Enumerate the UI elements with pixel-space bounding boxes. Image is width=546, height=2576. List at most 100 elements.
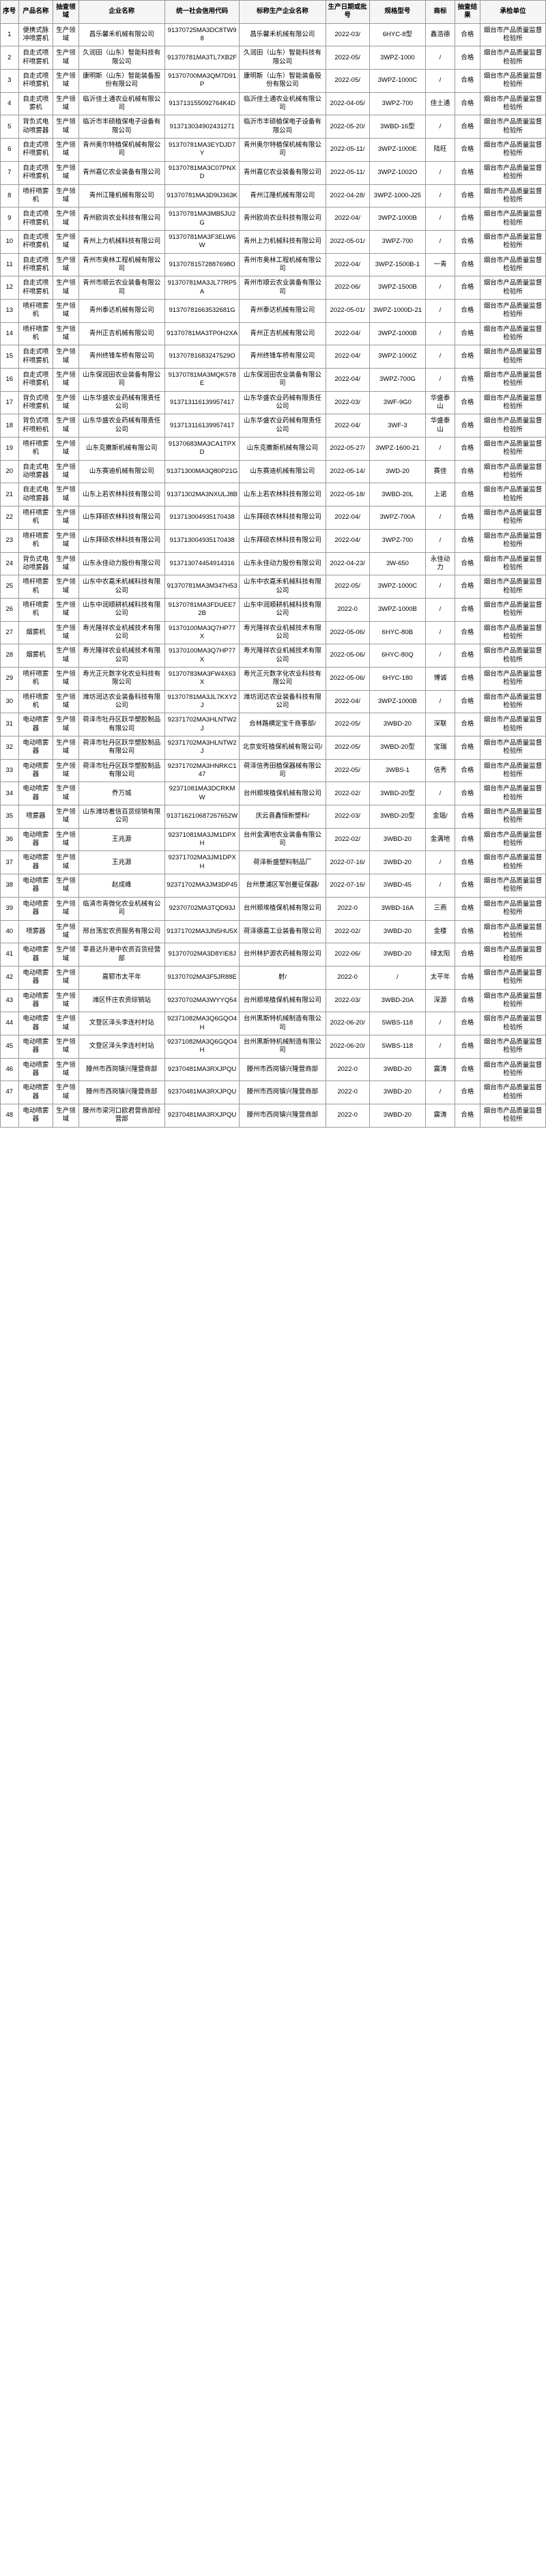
cell: 烟台市产品质量监督检验所 xyxy=(480,874,546,898)
table-row: 28烟雾机生产领域寿光隆祥农业机械技术有限公司91370100MA3Q7HP77… xyxy=(1,644,546,668)
cell: 寿光隆祥农业机械技术有限公司 xyxy=(240,621,326,644)
table-row: 32电动喷雾器生产领域荷泽市牡丹区跃华塑胶制品有限公司92371702MA3HL… xyxy=(1,736,546,760)
cell: 青州上力机械科技有限公司 xyxy=(240,230,326,253)
cell: / xyxy=(426,782,455,805)
cell: 青州奥尔特植保机械有限公司 xyxy=(78,139,165,162)
cell: 合格 xyxy=(455,139,480,162)
cell: 电动喷雾器 xyxy=(18,943,53,967)
cell: 烟台市产品质量监督检验所 xyxy=(480,598,546,621)
cell: 合格 xyxy=(455,276,480,300)
cell: 青州欧尚农业科技有限公司 xyxy=(78,207,165,231)
cell: 2 xyxy=(1,46,19,70)
cell: 合格 xyxy=(455,46,480,70)
cell: 3WD-20 xyxy=(369,460,426,483)
cell: 3WPZ-1000D-21 xyxy=(369,299,426,322)
table-row: 13喷杆喷雾机生产领域青州泰达机械有限公司91370781663532681G青… xyxy=(1,299,546,322)
cell: 烟雾机 xyxy=(18,621,53,644)
cell: 2022-04/ xyxy=(326,506,369,530)
cell: 3WF-9G0 xyxy=(369,391,426,414)
cell: 合格 xyxy=(455,897,480,920)
cell: 山东赛迪机械有限公司 xyxy=(78,460,165,483)
cell: 3WBD-20型 xyxy=(369,736,426,760)
cell: 滕州市西岗镇兴隆营商部 xyxy=(78,1058,165,1081)
cell: 91370781MA3JL77RP5A xyxy=(165,276,240,300)
cell: 烟台市产品质量监督检验所 xyxy=(480,161,546,184)
cell: / xyxy=(369,966,426,989)
cell: 合格 xyxy=(455,529,480,552)
cell: 17 xyxy=(1,391,19,414)
cell: 电动喷雾器 xyxy=(18,989,53,1012)
cell: 烟台市产品质量监督检验所 xyxy=(480,736,546,760)
cell: 92371081MA3JM1DPXH xyxy=(165,828,240,851)
cell: 深源 xyxy=(426,989,455,1012)
cell: 91370781663532681G xyxy=(165,299,240,322)
cell: 合格 xyxy=(455,506,480,530)
cell: 2022-05/ xyxy=(326,736,369,760)
cell: 生产领域 xyxy=(53,276,78,300)
cell: 合格 xyxy=(455,207,480,231)
cell: 自走式喷杆喷雾机 xyxy=(18,207,53,231)
cell: 91370781MA3C07PNXD xyxy=(165,161,240,184)
cell: 2022-05-01/ xyxy=(326,230,369,253)
cell: 鑫浩德 xyxy=(426,23,455,46)
cell: / xyxy=(426,690,455,713)
table-row: 37电动喷雾器生产领域王兆源92371702MA3JM1DPXH荷泽新盛塑料制品… xyxy=(1,851,546,874)
th-product: 产品名称 xyxy=(18,1,53,24)
cell: 2022-0 xyxy=(326,598,369,621)
cell: 生产领域 xyxy=(53,207,78,231)
cell: 91371300MA3Q80P21G xyxy=(165,460,240,483)
cell: 三燕 xyxy=(426,897,455,920)
cell: 自走式喷杆喷雾机 xyxy=(18,230,53,253)
cell: 3WPZ-1600-21 xyxy=(369,438,426,461)
cell: 2022-0 xyxy=(326,966,369,989)
cell: 烟台市产品质量监督检验所 xyxy=(480,575,546,599)
cell: 临沂市丰硕植保电子设备有限公司 xyxy=(240,115,326,139)
cell: / xyxy=(426,115,455,139)
cell: 烟台市产品质量监督检验所 xyxy=(480,529,546,552)
cell: 3WBD-20 xyxy=(369,1058,426,1081)
cell: 合格 xyxy=(455,690,480,713)
cell: 92370481MA3RXJPQU xyxy=(165,1058,240,1081)
th-spec: 规格型号 xyxy=(369,1,426,24)
cell: 生产领域 xyxy=(53,483,78,506)
cell: 2022-04-05/ xyxy=(326,92,369,115)
cell: 生产领域 xyxy=(53,874,78,898)
cell: / xyxy=(426,438,455,461)
cell: 生产领域 xyxy=(53,828,78,851)
table-row: 14喷杆喷雾机生产领域青州正吉机械有限公司91370781MA3TP0H2XA青… xyxy=(1,322,546,345)
cell: 91370781MA3D9IJ363K xyxy=(165,184,240,207)
cell: 烟台市产品质量监督检验所 xyxy=(480,920,546,943)
cell: 91370781MA3EYDJD7Y xyxy=(165,139,240,162)
table-row: 11自走式喷杆喷雾机生产领域青州市奥林工程机械有限公司9137078157288… xyxy=(1,253,546,276)
cell: 92370702MA3TQD93J xyxy=(165,897,240,920)
cell: 合格 xyxy=(455,115,480,139)
cell: 烟台市产品质量监督检验所 xyxy=(480,782,546,805)
cell: 合格 xyxy=(455,483,480,506)
cell: 永佳动力 xyxy=(426,552,455,575)
cell: 913716210687267652W xyxy=(165,805,240,829)
cell: 34 xyxy=(1,782,19,805)
cell: 43 xyxy=(1,989,19,1012)
cell: 92371082MA3Q6GQO4H xyxy=(165,1012,240,1035)
cell: 3WBD-20 xyxy=(369,1081,426,1104)
cell: 寿光隆祥农业机械技术有限公司 xyxy=(78,644,165,668)
cell: 台州黑斯特机械制造有限公司 xyxy=(240,1035,326,1058)
cell: 合格 xyxy=(455,575,480,599)
cell: 5WBS-118 xyxy=(369,1012,426,1035)
cell: 台州顺埃植保机械有限公司 xyxy=(240,782,326,805)
cell: / xyxy=(426,529,455,552)
cell: 久润田（山东）智能科技有限公司 xyxy=(78,46,165,70)
cell: 寿光正元数字化农业科技有限公司 xyxy=(240,667,326,690)
cell: 3WPZ-700G xyxy=(369,369,426,392)
cell: 电动喷雾器 xyxy=(18,782,53,805)
cell: 烟台市产品质量监督检验所 xyxy=(480,460,546,483)
cell: 背负式电动喷雾器 xyxy=(18,115,53,139)
cell: 自走式电动喷雾器 xyxy=(18,460,53,483)
cell: 烟台市产品质量监督检验所 xyxy=(480,552,546,575)
cell: / xyxy=(426,621,455,644)
cell: 生产领域 xyxy=(53,46,78,70)
cell: 2022-04/ xyxy=(326,322,369,345)
cell: 合格 xyxy=(455,1104,480,1128)
cell: 生产领域 xyxy=(53,851,78,874)
cell: 文登区泽头李连村村站 xyxy=(78,1035,165,1058)
